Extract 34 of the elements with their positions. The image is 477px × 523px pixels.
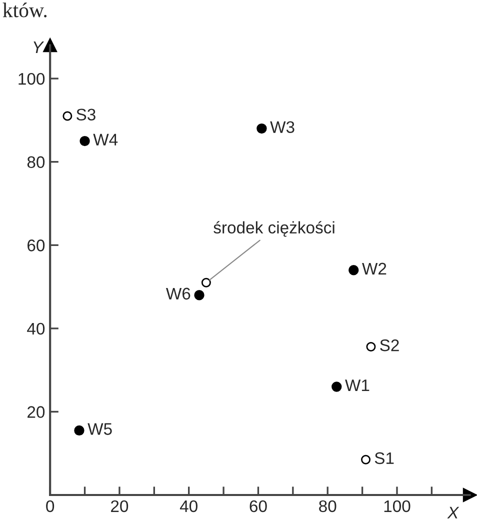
point bbox=[201, 278, 211, 288]
x-tick-label: 80 bbox=[319, 500, 336, 512]
text: któw. bbox=[2, 2, 47, 18]
point bbox=[361, 454, 371, 464]
annotation: W3 bbox=[270, 121, 294, 134]
y-axis-title: Y bbox=[34, 42, 44, 54]
y-tick-label: 100 bbox=[18, 72, 45, 85]
x-axis-title: X bbox=[447, 506, 460, 518]
annotation: S2 bbox=[380, 339, 399, 352]
point bbox=[332, 382, 342, 392]
annotation: S1 bbox=[374, 452, 394, 464]
x-tick-label: 20 bbox=[111, 500, 128, 512]
y-tick-label: 20 bbox=[28, 406, 45, 418]
annotation: W1 bbox=[345, 380, 370, 392]
point bbox=[62, 111, 72, 121]
y-tick-label: 40 bbox=[27, 322, 45, 335]
y-tick-label: 80 bbox=[27, 156, 45, 168]
annotation: W5 bbox=[88, 423, 112, 435]
point bbox=[348, 265, 359, 276]
annotation: W2 bbox=[362, 262, 386, 274]
point bbox=[74, 425, 84, 436]
annotation: W4 bbox=[93, 134, 118, 146]
point bbox=[256, 123, 267, 134]
x-tick-label: 100 bbox=[384, 500, 410, 512]
x-tick-label: 0 bbox=[46, 500, 54, 512]
point bbox=[366, 342, 376, 352]
point bbox=[194, 290, 204, 300]
x-tick-label: 60 bbox=[250, 500, 267, 512]
annotation: środek ciężkości bbox=[214, 221, 334, 237]
x-tick-label: 40 bbox=[180, 500, 198, 512]
annotation: S3 bbox=[76, 108, 96, 121]
y-tick-label: 60 bbox=[28, 240, 45, 252]
annotation: W6 bbox=[166, 288, 190, 300]
point bbox=[80, 136, 90, 146]
